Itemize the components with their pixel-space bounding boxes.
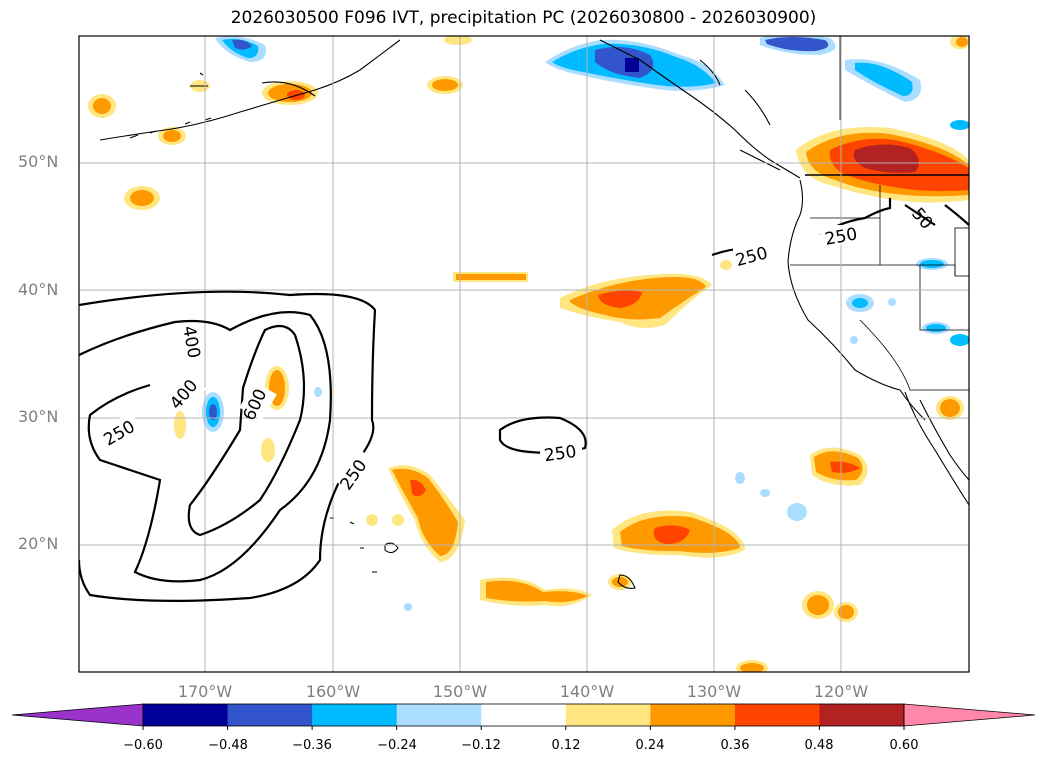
- precip-positive-area: [392, 468, 458, 556]
- colorbar-segment: [650, 704, 736, 726]
- precip-negative-area: [787, 503, 807, 521]
- colorbar-tick-label: −0.36: [292, 738, 332, 753]
- colorbar-extend-min: [11, 703, 144, 727]
- precip-positive-area: [653, 525, 690, 545]
- colorbar-tick-label: 0.36: [720, 738, 750, 753]
- lon-label-160w: 160°W: [305, 682, 361, 701]
- precip-positive-area: [174, 411, 186, 439]
- precip-negative-area: [735, 472, 745, 484]
- precip-positive-area: [720, 260, 732, 270]
- precip-positive-area: [261, 438, 275, 462]
- precip-positive-area: [130, 190, 154, 206]
- precip-positive-area: [612, 577, 628, 587]
- precip-negative-area: [852, 298, 868, 308]
- precip-positive-area: [392, 514, 404, 526]
- ivt-contour-50: [904, 204, 969, 226]
- precip-positive-area: [838, 605, 854, 619]
- precip-negative-area: [404, 603, 412, 611]
- colorbar-tick-label: −0.12: [461, 738, 501, 753]
- colorbar-tick-label: 0.48: [804, 738, 834, 753]
- colorbar-tick-label: −0.24: [377, 738, 417, 753]
- precip-positive-area: [830, 461, 860, 473]
- political-borders: [790, 36, 969, 391]
- lon-label-130w: 130°W: [686, 682, 742, 701]
- precip-negative-area: [850, 336, 858, 344]
- precip-negative-area: [314, 387, 322, 397]
- lat-label-50n: 50°N: [18, 152, 59, 171]
- precip-negative-area: [950, 120, 969, 130]
- colorbar-segment: [312, 704, 398, 726]
- precip-negative-area: [888, 298, 896, 306]
- ivt-contour-250-east: [498, 416, 587, 454]
- colorbar-outline: [142, 703, 905, 727]
- colorbar-segment: [143, 704, 229, 726]
- precip-positive-area: [456, 274, 526, 280]
- precip-positive-area: [740, 663, 764, 672]
- colorbar-segment: [819, 704, 905, 726]
- precip-negative-area: [625, 58, 639, 72]
- ivt-contour-600: [187, 324, 306, 537]
- colorbar-segment: [396, 704, 482, 726]
- precip-negative-area: [765, 37, 829, 52]
- ivt-contour-400: [79, 311, 332, 583]
- precip-positive-area: [410, 479, 426, 497]
- precip-positive-area: [93, 98, 111, 114]
- map-title: 2026030500 F096 IVT, precipitation PC (2…: [230, 8, 817, 28]
- colorbar-segment: [734, 704, 820, 726]
- lon-label-120w: 120°W: [813, 682, 869, 701]
- precip-negative-area: [926, 324, 946, 332]
- precip-positive-area: [598, 290, 642, 308]
- precip-negative-area: [760, 489, 770, 497]
- lat-label-40n: 40°N: [18, 280, 59, 299]
- colorbar-tick-label: 0.24: [635, 738, 665, 753]
- gridlines: [79, 36, 969, 672]
- map-frame: [78, 35, 970, 673]
- lon-label-140w: 140°W: [559, 682, 615, 701]
- lon-label-170w: 170°W: [177, 682, 233, 701]
- precip-negative-area: [209, 404, 217, 420]
- precip-positive-area: [163, 130, 181, 142]
- colorbar-segment: [481, 704, 567, 726]
- coastlines: [99, 39, 969, 589]
- colorbar-segment: [565, 704, 651, 726]
- precip-negative-area: [855, 62, 913, 96]
- lon-label-150w: 150°W: [432, 682, 488, 701]
- colorbar-tick-label: −0.60: [123, 738, 163, 753]
- precip-positive-area: [366, 514, 378, 526]
- lat-label-30n: 30°N: [18, 407, 59, 426]
- contour-label: 250: [543, 442, 578, 466]
- lat-label-20n: 20°N: [18, 534, 59, 553]
- colorbar-segment: [227, 704, 313, 726]
- precip-positive-area: [486, 580, 588, 603]
- colorbar-tick-label: 0.60: [889, 738, 919, 753]
- precip-negative-area: [232, 39, 252, 50]
- colorbar-extend-max: [903, 703, 1036, 727]
- precip-positive-area: [956, 37, 968, 47]
- precip-positive-area: [432, 79, 458, 91]
- precip-positive-area: [940, 399, 960, 417]
- colorbar-tick-label: −0.48: [208, 738, 248, 753]
- colorbar-tick-label: 0.12: [551, 738, 581, 753]
- precip-shading: [88, 36, 969, 672]
- precip-positive-area: [853, 144, 919, 173]
- precip-positive-area: [444, 36, 472, 45]
- precip-positive-area: [807, 595, 829, 615]
- colorbar: [11, 703, 1036, 730]
- precip-negative-area: [950, 334, 969, 346]
- precip-negative-area: [920, 260, 944, 268]
